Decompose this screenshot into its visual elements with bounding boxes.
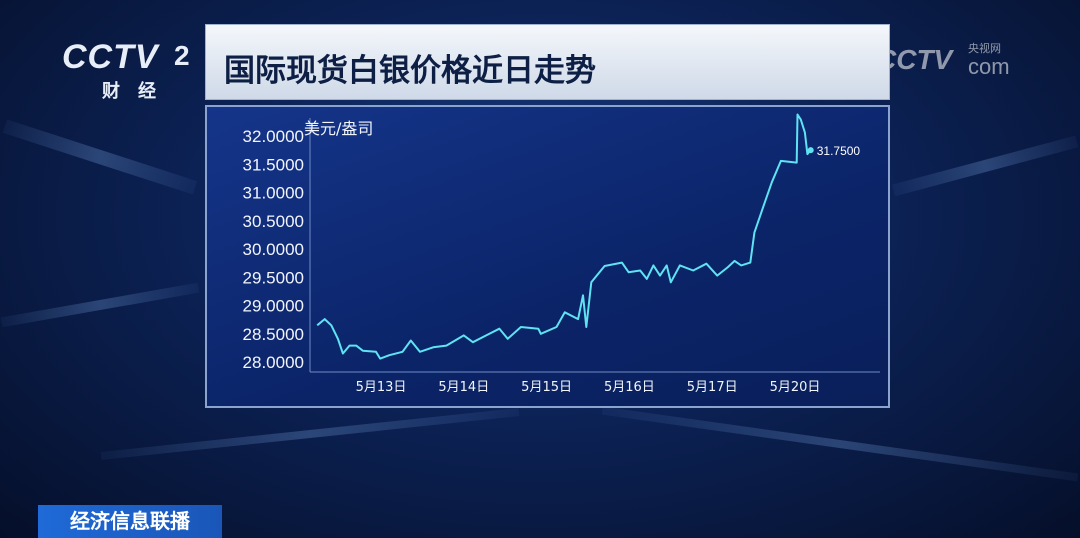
y-tick-label: 31.5000 — [243, 155, 304, 174]
y-tick-label: 28.5000 — [243, 325, 304, 344]
channel-logo: CCTV 2 财经 — [62, 38, 190, 103]
x-tick-label: 5月17日 — [687, 380, 738, 395]
x-tick-label: 5月16日 — [604, 380, 655, 395]
logo-brand: CCTV — [62, 38, 159, 76]
last-value-marker — [807, 147, 814, 154]
x-tick-label: 5月20日 — [770, 380, 821, 395]
chart-title: 国际现货白银价格近日走势 — [224, 53, 596, 89]
y-tick-label: 30.5000 — [243, 212, 304, 231]
program-banner: 经济信息联播 — [38, 505, 222, 538]
title-panel: 国际现货白银价格近日走势 — [205, 24, 890, 100]
y-axis-unit-label: 美元/盎司 — [304, 119, 373, 138]
x-tick-label: 5月13日 — [356, 380, 407, 395]
chart-panel — [205, 105, 890, 408]
y-tick-label: 28.0000 — [243, 353, 304, 372]
last-value-label: 31.7500 — [817, 144, 861, 158]
y-tick-label: 32.0000 — [243, 127, 304, 146]
y-tick-label: 29.5000 — [243, 268, 304, 287]
logo-number: 2 — [174, 40, 190, 71]
watermark-site: 央视网 — [968, 42, 1001, 55]
logo-subtitle: 财经 — [102, 81, 174, 102]
y-tick-label: 30.0000 — [243, 240, 304, 259]
watermark-domain: com — [968, 54, 1010, 79]
x-tick-label: 5月14日 — [438, 380, 489, 395]
y-tick-label: 29.0000 — [243, 297, 304, 316]
x-tick-label: 5月15日 — [521, 380, 572, 395]
y-tick-label: 31.0000 — [243, 184, 304, 203]
price-line — [316, 113, 812, 360]
